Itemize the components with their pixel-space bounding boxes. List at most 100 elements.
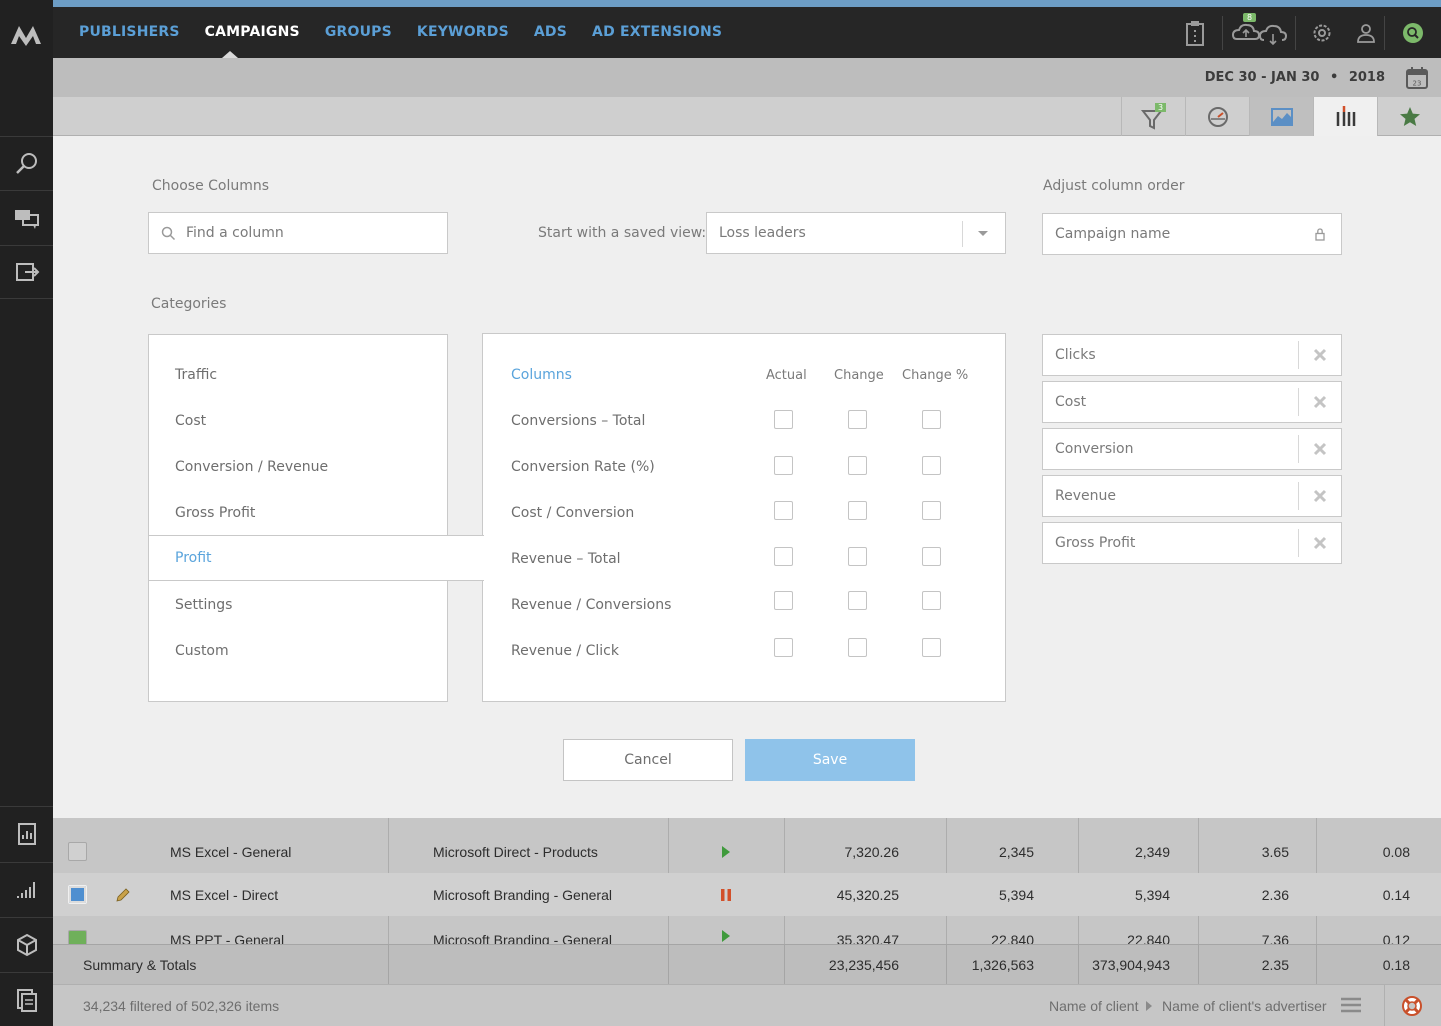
- export-icon[interactable]: [0, 245, 53, 299]
- upload-icon[interactable]: 8: [1223, 7, 1295, 58]
- choose-columns-label: Choose Columns: [152, 178, 270, 194]
- order-item-cost[interactable]: Cost: [1042, 381, 1342, 423]
- category-conversion-revenue[interactable]: Conversion / Revenue: [175, 459, 329, 475]
- row-checkbox[interactable]: [68, 885, 87, 904]
- checkbox-change-pct[interactable]: [922, 638, 941, 657]
- categories-label: Categories: [151, 296, 227, 312]
- checkbox-actual[interactable]: [774, 410, 793, 429]
- nav-campaigns[interactable]: CAMPAIGNS: [204, 24, 300, 40]
- close-icon[interactable]: [1298, 341, 1341, 369]
- help-lifebuoy-icon[interactable]: [1401, 995, 1423, 1017]
- calendar-icon[interactable]: 23: [1405, 66, 1429, 94]
- col-header-actual: Actual: [766, 368, 807, 383]
- checkbox-change[interactable]: [848, 547, 867, 566]
- pause-icon[interactable]: [720, 873, 732, 916]
- breadcrumb-client[interactable]: Name of client: [1049, 998, 1139, 1014]
- tab-filters[interactable]: 3: [1121, 97, 1185, 136]
- column-conversions-total: Conversions – Total: [511, 413, 646, 429]
- nav-keywords[interactable]: KEYWORDS: [416, 24, 509, 40]
- tab-dashboard[interactable]: [1185, 97, 1249, 136]
- gear-icon[interactable]: [1296, 7, 1348, 58]
- tab-chart[interactable]: [1249, 97, 1313, 136]
- checkbox-change[interactable]: [848, 501, 867, 520]
- checkbox-change[interactable]: [848, 591, 867, 610]
- order-item-gross-profit[interactable]: Gross Profit: [1042, 522, 1342, 564]
- user-icon[interactable]: [1348, 7, 1384, 58]
- divider: [962, 221, 963, 247]
- order-item-clicks[interactable]: Clicks: [1042, 334, 1342, 376]
- category-gross-profit[interactable]: Gross Profit: [175, 505, 256, 521]
- campaign-name[interactable]: MS Excel - Direct: [170, 886, 279, 903]
- table-row[interactable]: MS PPT - General Microsoft Branding - Ge…: [53, 916, 1441, 944]
- account-search-icon[interactable]: [1385, 7, 1441, 58]
- nav-ad-extensions[interactable]: AD EXTENSIONS: [592, 24, 723, 40]
- divider: [1222, 15, 1223, 50]
- row-checkbox[interactable]: [68, 842, 87, 861]
- messages-icon[interactable]: [0, 190, 53, 244]
- checkbox-actual[interactable]: [774, 591, 793, 610]
- date-range-label[interactable]: DEC 30 - JAN 30 • 2018: [1204, 70, 1385, 85]
- checkbox-change[interactable]: [848, 456, 867, 475]
- nav-publishers[interactable]: PUBLISHERS: [79, 24, 180, 40]
- nav-groups[interactable]: GROUPS: [324, 24, 392, 40]
- menu-icon[interactable]: [1341, 997, 1361, 1013]
- pencil-icon[interactable]: [115, 873, 131, 916]
- checkbox-change[interactable]: [848, 638, 867, 657]
- divider: [388, 945, 389, 985]
- logo-icon[interactable]: [10, 22, 42, 46]
- category-custom[interactable]: Custom: [175, 643, 229, 659]
- category-traffic[interactable]: Traffic: [175, 367, 218, 383]
- close-icon[interactable]: [1298, 529, 1341, 557]
- order-item-conversion[interactable]: Conversion: [1042, 428, 1342, 470]
- save-button[interactable]: Save: [745, 739, 915, 781]
- play-icon[interactable]: [721, 914, 731, 944]
- checkbox-change[interactable]: [848, 410, 867, 429]
- checkbox-change-pct[interactable]: [922, 456, 941, 475]
- checkbox-change-pct[interactable]: [922, 501, 941, 520]
- analytics-icon[interactable]: [0, 862, 53, 916]
- campaign-name[interactable]: MS Excel - General: [170, 843, 292, 860]
- breadcrumb-advertiser[interactable]: Name of client's advertiser: [1162, 998, 1327, 1014]
- category-cost[interactable]: Cost: [175, 413, 207, 429]
- close-icon[interactable]: [1298, 435, 1341, 463]
- table-row[interactable]: MS Excel - Direct Microsoft Branding - G…: [53, 873, 1441, 916]
- row-checkbox[interactable]: [68, 930, 87, 944]
- view-toolbar: 3: [53, 97, 1441, 136]
- campaign-name[interactable]: MS PPT - General: [170, 931, 285, 945]
- checkbox-actual[interactable]: [774, 501, 793, 520]
- table-row[interactable]: MS Excel - General Microsoft Direct - Pr…: [53, 830, 1441, 873]
- report-icon[interactable]: [0, 806, 53, 860]
- play-icon[interactable]: [721, 830, 731, 873]
- documents-icon[interactable]: [0, 972, 53, 1026]
- category-settings[interactable]: Settings: [175, 597, 233, 613]
- saved-view-select[interactable]: Loss leaders: [706, 212, 1006, 254]
- nav-ads[interactable]: ADS: [533, 24, 568, 40]
- checkbox-change-pct[interactable]: [922, 547, 941, 566]
- clipboard-icon[interactable]: [1168, 7, 1222, 58]
- category-list: Traffic Cost Conversion / Revenue Gross …: [148, 334, 448, 702]
- cancel-button[interactable]: Cancel: [563, 739, 733, 781]
- checkbox-change-pct[interactable]: [922, 410, 941, 429]
- checkbox-actual[interactable]: [774, 638, 793, 657]
- divider: [1384, 15, 1385, 50]
- columns-header: Columns: [511, 367, 572, 383]
- cube-icon[interactable]: [0, 917, 53, 971]
- checkbox-actual[interactable]: [774, 547, 793, 566]
- adjust-order-label: Adjust column order: [1043, 178, 1185, 194]
- find-column-input[interactable]: Find a column: [148, 212, 448, 254]
- chevron-right-icon: [1146, 1001, 1152, 1011]
- close-icon[interactable]: [1298, 482, 1341, 510]
- chevron-down-icon: [978, 231, 988, 236]
- tab-favorites[interactable]: [1377, 97, 1441, 136]
- order-item-label: Revenue: [1055, 488, 1116, 504]
- group-name: Microsoft Direct - Products: [433, 843, 598, 860]
- search-icon[interactable]: [0, 136, 53, 190]
- category-profit[interactable]: Profit: [148, 535, 484, 581]
- active-nav-caret: [222, 51, 238, 58]
- order-item-revenue[interactable]: Revenue: [1042, 475, 1342, 517]
- tab-columns[interactable]: [1313, 97, 1377, 136]
- close-icon[interactable]: [1298, 388, 1341, 416]
- order-item-label: Conversion: [1055, 441, 1134, 457]
- checkbox-actual[interactable]: [774, 456, 793, 475]
- checkbox-change-pct[interactable]: [922, 591, 941, 610]
